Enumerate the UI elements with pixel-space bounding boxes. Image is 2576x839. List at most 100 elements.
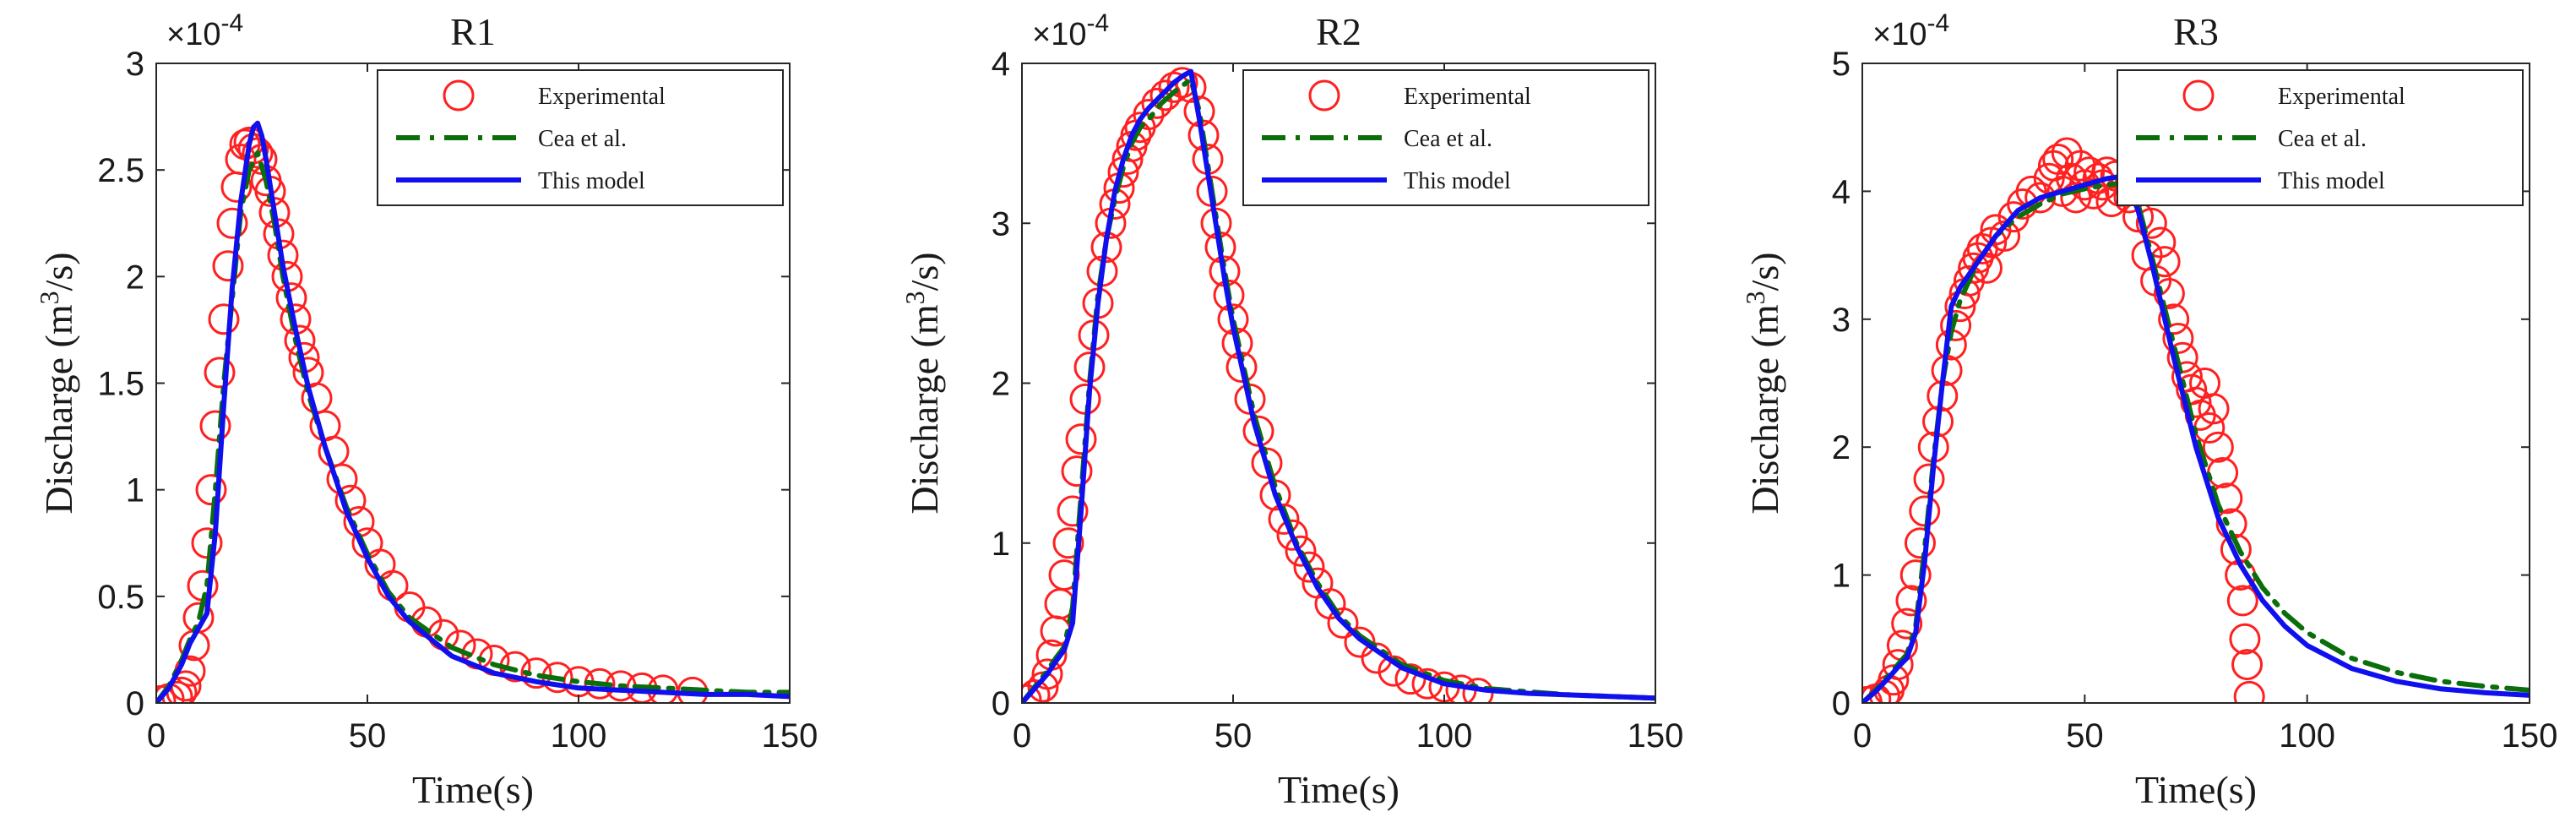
y-tick-label: 3 xyxy=(1832,302,1850,339)
plot-data xyxy=(1862,137,2530,703)
data-point-experimental xyxy=(1268,503,1300,535)
data-point-experimental xyxy=(2135,207,2167,239)
data-point-experimental xyxy=(216,207,248,239)
legend-label: Cea et al. xyxy=(1404,126,1492,152)
x-axis-label: Time(s) xyxy=(412,768,534,811)
data-point-experimental xyxy=(2180,386,2212,418)
data-point-experimental xyxy=(2198,393,2230,425)
data-point-experimental xyxy=(1904,527,1936,559)
data-point-experimental xyxy=(1344,626,1376,658)
y-tick-label: 0 xyxy=(1832,685,1850,722)
y-axis-label: Discharge (m3/s) xyxy=(34,252,80,514)
data-point-experimental xyxy=(2231,649,2264,681)
data-point-experimental xyxy=(2158,303,2190,335)
legend: Experimental Cea et al. This model xyxy=(1242,69,1649,206)
data-point-experimental xyxy=(1276,519,1308,551)
y-tick-label: 5 xyxy=(1832,46,1850,83)
axes-frame xyxy=(1861,63,2530,704)
legend: Experimental Cea et al. This model xyxy=(377,69,784,206)
data-point-experimental xyxy=(1293,551,1325,583)
data-point-experimental xyxy=(195,474,227,506)
axis-multiplier: ×10-4 xyxy=(1872,9,1949,52)
x-axis-label: Time(s) xyxy=(2135,768,2257,811)
y-tick-label: 1 xyxy=(992,526,1010,563)
legend-label: Cea et al. xyxy=(2278,126,2367,152)
legend-swatch-experimental xyxy=(2182,79,2215,112)
data-point-experimental xyxy=(2202,431,2234,463)
data-point-experimental xyxy=(1226,351,1258,384)
x-tick-label: 150 xyxy=(2502,717,2558,755)
y-tick-label: 3 xyxy=(126,46,144,83)
axis-multiplier: ×10-4 xyxy=(166,9,243,52)
series-line-cea-et-al xyxy=(1022,76,1655,703)
x-tick-label: 0 xyxy=(1013,717,1031,755)
chart-title: R1 xyxy=(450,10,496,53)
data-point-experimental xyxy=(1891,607,1923,640)
x-tick-label: 50 xyxy=(1215,717,1253,755)
y-tick-label: 2 xyxy=(126,259,144,296)
chart-panel-2: 0 50 100 150 0 1 2 3 4 ×10-4 R2 Time(s) Discharge (m… xyxy=(899,9,1683,811)
y-tick-label: 0.5 xyxy=(97,579,144,616)
data-point-experimental xyxy=(1031,658,1063,690)
plot-data xyxy=(1022,67,1655,703)
data-point-experimental xyxy=(199,410,231,442)
data-point-experimental xyxy=(2233,680,2265,703)
data-point-experimental xyxy=(1989,220,2021,252)
legend-label: Experimental xyxy=(2278,84,2405,110)
data-point-experimental xyxy=(2226,585,2258,617)
chart-panel-1: 0 50 100 150 0 0.5 1 1.5 2 2.5 3 ×10-4 R1 Time(s) Disc… xyxy=(34,9,818,811)
y-tick-label: 4 xyxy=(992,46,1010,83)
legend-label: This model xyxy=(538,168,645,194)
chart-title: R3 xyxy=(2173,10,2219,53)
y-axis-label: Discharge (m3/s) xyxy=(899,252,946,514)
x-tick-label: 150 xyxy=(1628,717,1684,755)
legend-label: This model xyxy=(1404,168,1511,194)
y-tick-label: 0 xyxy=(126,685,144,722)
data-point-experimental xyxy=(204,357,236,389)
data-point-experimental xyxy=(2153,278,2185,310)
x-tick-label: 50 xyxy=(2066,717,2104,755)
data-point-experimental xyxy=(1052,527,1084,559)
data-point-experimental xyxy=(1057,495,1089,527)
data-point-experimental xyxy=(1166,67,1198,99)
data-point-experimental xyxy=(1158,71,1190,103)
legend-label: Experimental xyxy=(538,84,666,110)
data-point-experimental xyxy=(1878,664,1910,696)
data-point-experimental xyxy=(1022,684,1042,703)
data-point-experimental xyxy=(208,303,240,335)
y-tick-label: 1 xyxy=(1832,558,1850,595)
legend-label: This model xyxy=(2278,168,2385,194)
legend-label: Experimental xyxy=(1404,84,1531,110)
axis-multiplier: ×10-4 xyxy=(1032,9,1109,52)
data-point-experimental xyxy=(1895,585,1927,617)
plot-data xyxy=(156,120,790,703)
y-axis-label: Discharge (m3/s) xyxy=(1740,252,1786,514)
y-tick-label: 2.5 xyxy=(97,152,144,189)
y-tick-label: 3 xyxy=(992,205,1010,242)
data-point-experimental xyxy=(1327,607,1359,639)
legend-swatch-experimental xyxy=(443,79,475,112)
legend: Experimental Cea et al. This model xyxy=(2117,69,2524,206)
x-tick-label: 100 xyxy=(551,717,607,755)
legend-label: Cea et al. xyxy=(538,126,627,152)
chart-title: R2 xyxy=(1316,10,1361,53)
series-line-this-model xyxy=(1022,68,1655,703)
x-tick-label: 150 xyxy=(762,717,818,755)
legend-swatch-experimental xyxy=(1308,79,1340,112)
series-line-this-model xyxy=(156,120,790,703)
data-point-experimental xyxy=(2220,533,2252,565)
data-point-experimental xyxy=(1940,309,1972,341)
data-point-experimental xyxy=(1065,423,1097,455)
x-tick-label: 100 xyxy=(2279,717,2335,755)
data-point-experimental xyxy=(1899,559,1932,591)
data-point-experimental xyxy=(2229,623,2261,655)
chart-panel-3: 0 50 100 150 0 1 2 3 4 5 ×10-4 R3 Time(s) Discharge (… xyxy=(1740,9,2557,811)
data-point-experimental xyxy=(1133,99,1165,131)
y-tick-label: 2 xyxy=(992,366,1010,403)
data-point-experimental xyxy=(1462,678,1494,703)
x-tick-label: 0 xyxy=(147,717,166,755)
x-tick-label: 50 xyxy=(349,717,387,755)
x-tick-label: 0 xyxy=(1853,717,1872,755)
data-point-experimental xyxy=(1882,649,1914,681)
